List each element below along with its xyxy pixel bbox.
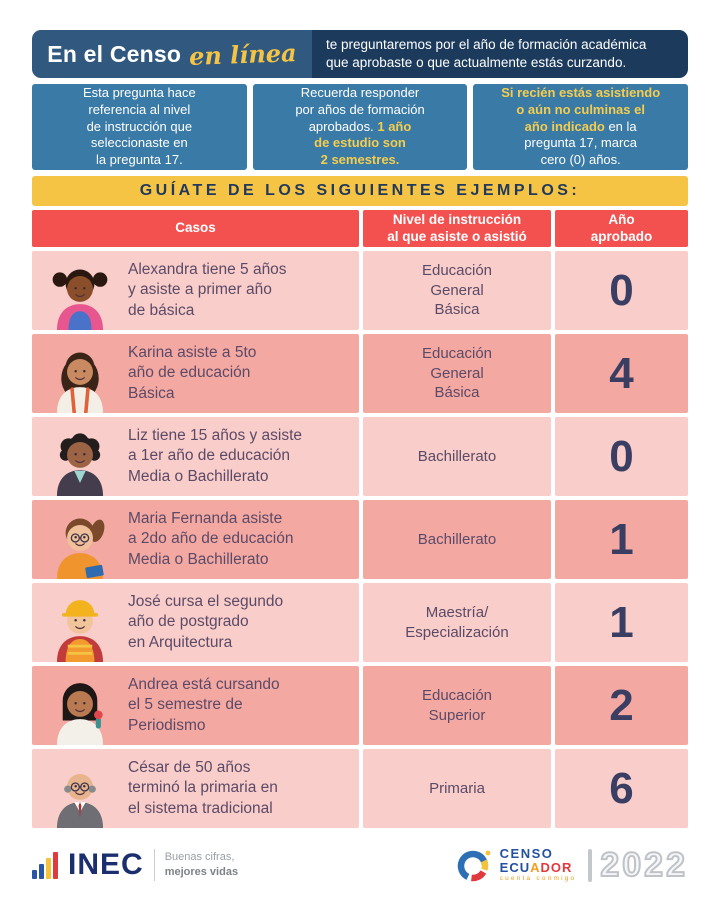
censo-tagline: cuenta conmigo [499, 875, 577, 883]
censo-wordmark: CENSO ECUADOR cuenta conmigo [500, 847, 577, 883]
brand-text: En el Censo [47, 40, 182, 67]
level-cell: Primaria [363, 749, 551, 828]
table-row: Andrea está cursando el 5 semestre de Pe… [32, 666, 688, 745]
years-approved-value: 2 [609, 680, 634, 730]
level-cell: Educación Superior [363, 666, 551, 745]
case-description: Karina asiste a 5to año de educación Bás… [128, 344, 257, 402]
years-cell: 1 [555, 500, 688, 579]
avatar-elder-man-glasses-suit [32, 749, 128, 828]
column-header-years: Año aprobado [555, 210, 688, 247]
avatar-woman-reporter-microphone [32, 666, 128, 745]
years-approved-value: 6 [609, 763, 634, 813]
level-value: Educación General Básica [421, 345, 493, 402]
case-cell: César de 50 años terminó la primaria en … [32, 749, 359, 828]
case-cell: Liz tiene 15 años y asiste a 1er año de … [32, 417, 359, 496]
years-approved-value: 1 [609, 597, 634, 647]
years-cell: 6 [555, 749, 688, 828]
censo-word: CENSO [499, 845, 554, 861]
case-description: Maria Fernanda asiste a 2do año de educa… [128, 510, 294, 568]
level-value: Bachillerato [417, 447, 497, 465]
level-value: Educación General Básica [421, 262, 493, 319]
years-cell: 0 [555, 417, 688, 496]
footer: INEC Buenas cifras, mejores vidas CENSO … [32, 845, 688, 885]
avatar-girl-pigtails-waving [32, 251, 128, 330]
info-box-text: Esta pregunta hace referencia al nivel d… [82, 84, 196, 168]
census-infographic-page: En el Censo en línea te preguntaremos po… [32, 0, 689, 885]
info-box-text: Recuerda responder por años de formación… [295, 84, 425, 168]
inec-slogan: Buenas cifras, mejores vidas [164, 851, 239, 878]
avatar-girl-long-hair-backpack [32, 334, 128, 413]
column-header-cases: Casos [32, 210, 359, 247]
years-cell: 2 [555, 666, 688, 745]
years-approved-value: 0 [609, 431, 634, 481]
level-cell: Bachillerato [363, 417, 551, 496]
avatar-woman-ponytail-glasses-book [32, 500, 128, 579]
info-box-text: Si recién estás asistiendo o aún no culm… [501, 84, 661, 168]
table-row: Karina asiste a 5to año de educación Bás… [32, 334, 688, 413]
years-approved-value: 0 [609, 265, 634, 315]
level-cell: Bachillerato [363, 500, 551, 579]
ecuador-word: ECUADOR [499, 859, 573, 875]
case-description: Alexandra tiene 5 años y asiste a primer… [128, 261, 287, 319]
level-cell: Maestría/ Especialización [363, 583, 551, 662]
info-box-question-reference: Esta pregunta hace referencia al nivel d… [32, 84, 247, 170]
examples-table: Alexandra tiene 5 años y asiste a primer… [32, 251, 688, 828]
header-description: te preguntaremos por el año de formación… [312, 30, 688, 78]
examples-banner-title: GUÍATE DE LOS SIGUIENTES EJEMPLOS: [139, 182, 581, 199]
table-header-row: Casos Nivel de instrucción al que asiste… [32, 210, 688, 247]
case-description: César de 50 años terminó la primaria en … [128, 759, 278, 817]
case-cell: Maria Fernanda asiste a 2do año de educa… [32, 500, 359, 579]
avatar-man-hardhat-architect [32, 583, 128, 662]
years-cell: 4 [555, 334, 688, 413]
inec-bars-icon [32, 851, 58, 879]
header-banner: En el Censo en línea te preguntaremos po… [32, 30, 688, 78]
table-row: José cursa el segundo año de postgrado e… [32, 583, 688, 662]
years-approved-value: 4 [609, 348, 634, 398]
case-description: José cursa el segundo año de postgrado e… [128, 593, 284, 651]
years-cell: 0 [555, 251, 688, 330]
brand-script-text: en línea [188, 37, 298, 71]
level-cell: Educación General Básica [363, 334, 551, 413]
case-description: Andrea está cursando el 5 semestre de Pe… [128, 676, 280, 734]
years-approved-value: 1 [609, 514, 634, 564]
case-description: Liz tiene 15 años y asiste a 1er año de … [128, 427, 303, 485]
table-row: Maria Fernanda asiste a 2do año de educa… [32, 500, 688, 579]
inec-logo-text: INEC [68, 848, 144, 881]
case-cell: José cursa el segundo año de postgrado e… [32, 583, 359, 662]
inec-logo-block: INEC Buenas cifras, mejores vidas [32, 848, 238, 882]
level-value: Primaria [429, 779, 485, 797]
case-cell: Andrea está cursando el 5 semestre de Pe… [32, 666, 359, 745]
footer-divider [153, 849, 155, 881]
censo-online-brand: En el Censo en línea [32, 30, 312, 78]
level-cell: Educación General Básica [363, 251, 551, 330]
years-cell: 1 [555, 583, 688, 662]
info-box-years-approved: Recuerda responder por años de formación… [252, 84, 468, 170]
examples-banner: GUÍATE DE LOS SIGUIENTES EJEMPLOS: [32, 176, 688, 206]
census-year: 2022 [599, 845, 688, 885]
case-cell: Alexandra tiene 5 años y asiste a primer… [32, 251, 359, 330]
info-boxes-row: Esta pregunta hace referencia al nivel d… [32, 84, 689, 170]
level-value: Educación Superior [421, 687, 493, 724]
censo-swirl-icon [457, 850, 491, 882]
level-value: Maestría/ Especialización [405, 604, 509, 641]
year-divider [588, 848, 593, 882]
avatar-woman-curly-hair-pointing [32, 417, 128, 496]
table-row: César de 50 años terminó la primaria en … [32, 749, 688, 828]
case-cell: Karina asiste a 5to año de educación Bás… [32, 334, 359, 413]
info-box-mark-zero: Si recién estás asistiendo o aún no culm… [473, 84, 689, 170]
censo-ecuador-logo-block: CENSO ECUADOR cuenta conmigo 2022 [453, 845, 688, 885]
column-header-level: Nivel de instrucción al que asiste o asi… [363, 210, 551, 247]
level-value: Bachillerato [417, 530, 497, 548]
table-row: Alexandra tiene 5 años y asiste a primer… [32, 251, 688, 330]
table-row: Liz tiene 15 años y asiste a 1er año de … [32, 417, 688, 496]
